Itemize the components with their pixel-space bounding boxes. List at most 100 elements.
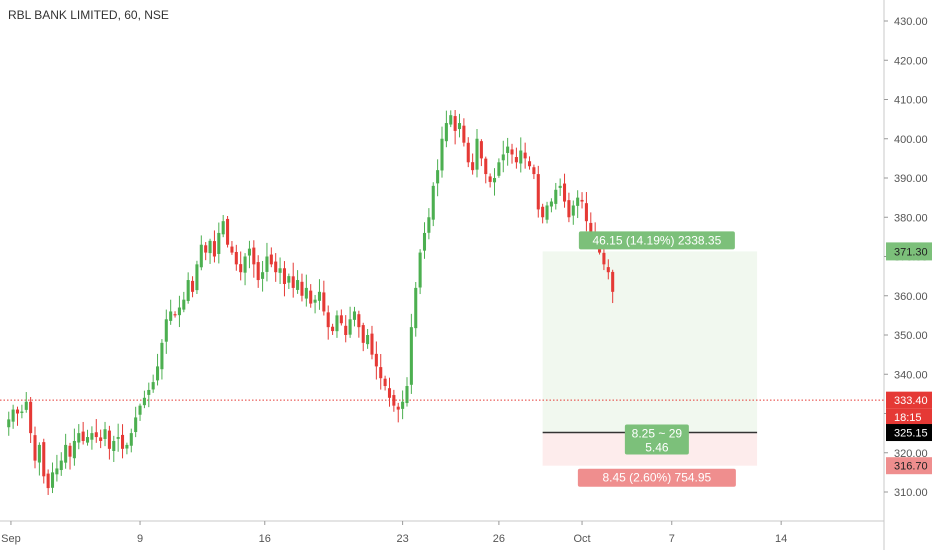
candle-body bbox=[427, 217, 431, 233]
candle-body bbox=[326, 312, 330, 328]
candle-body bbox=[208, 240, 212, 254]
candle-body bbox=[217, 232, 221, 254]
candle-body bbox=[234, 251, 238, 265]
candle-body bbox=[567, 200, 571, 218]
price-tick-label: 430.00 bbox=[894, 16, 928, 28]
candle bbox=[99, 429, 103, 449]
candle-body bbox=[589, 222, 593, 233]
last-price-tag-text: 333.40 bbox=[894, 395, 928, 407]
candle bbox=[42, 438, 46, 484]
candle-body bbox=[90, 433, 94, 440]
candle-body bbox=[331, 326, 335, 332]
candle bbox=[112, 435, 116, 462]
candle-body bbox=[405, 386, 409, 404]
candle-body bbox=[313, 299, 317, 303]
chart-title: RBL BANK LIMITED, 60, NSE bbox=[8, 8, 169, 22]
candle bbox=[208, 238, 212, 264]
candle-body bbox=[366, 335, 370, 345]
candle-body bbox=[55, 468, 59, 475]
candle bbox=[431, 182, 435, 227]
candle bbox=[169, 299, 173, 325]
candle bbox=[418, 249, 422, 295]
candle-body bbox=[221, 221, 225, 235]
candle bbox=[177, 295, 181, 328]
candle-body bbox=[296, 280, 300, 290]
candle-body bbox=[453, 116, 457, 131]
candle bbox=[475, 129, 479, 178]
time-tick-label: 26 bbox=[493, 533, 505, 545]
candle-body bbox=[580, 199, 584, 202]
candle-body bbox=[317, 291, 321, 301]
candle bbox=[29, 397, 33, 443]
target-price-tag-bg bbox=[886, 242, 932, 261]
candle-body bbox=[243, 256, 247, 273]
candle-body bbox=[112, 440, 116, 451]
candle-body bbox=[492, 178, 497, 183]
candle-body bbox=[484, 158, 488, 175]
candle bbox=[33, 426, 37, 469]
candle-body bbox=[352, 311, 357, 320]
candle bbox=[361, 322, 365, 352]
target-zone bbox=[542, 251, 758, 433]
candle bbox=[68, 442, 72, 470]
candle-body bbox=[164, 319, 168, 342]
candle-body bbox=[602, 252, 606, 265]
candle-body bbox=[514, 157, 518, 163]
candle bbox=[370, 325, 374, 360]
candle-body bbox=[501, 154, 505, 161]
candle bbox=[116, 423, 120, 452]
entry-price-tag-bg bbox=[886, 424, 932, 442]
countdown-tag-bg bbox=[886, 408, 932, 426]
candle bbox=[221, 214, 225, 238]
candle bbox=[77, 424, 81, 450]
price-tick-label: 320.00 bbox=[894, 448, 928, 460]
candle-body bbox=[147, 389, 151, 395]
candle-body bbox=[497, 162, 501, 176]
candle bbox=[269, 247, 273, 268]
candle bbox=[422, 222, 427, 259]
candle-body bbox=[409, 327, 413, 385]
candle-body bbox=[449, 115, 453, 125]
candle bbox=[501, 140, 505, 173]
candle-body bbox=[383, 378, 387, 387]
candle-body bbox=[545, 205, 549, 220]
candle-body bbox=[370, 333, 374, 355]
candle bbox=[20, 404, 24, 419]
candle bbox=[536, 165, 540, 218]
candle-body bbox=[204, 245, 208, 253]
candle bbox=[103, 421, 107, 447]
candle-body bbox=[387, 388, 392, 398]
price-tick-label: 410.00 bbox=[894, 95, 928, 107]
candle-body bbox=[558, 185, 562, 188]
mid-label-bg bbox=[624, 424, 689, 455]
candle bbox=[392, 389, 396, 412]
candle bbox=[427, 208, 431, 240]
entry-price-tag: 325.15 bbox=[886, 424, 932, 442]
candle-body bbox=[523, 152, 527, 159]
candle bbox=[282, 261, 286, 297]
candle-body bbox=[29, 401, 33, 434]
candle bbox=[138, 403, 142, 421]
price-tick-label: 390.00 bbox=[894, 173, 928, 185]
candle-body bbox=[256, 262, 260, 281]
candle-body bbox=[230, 246, 234, 253]
candle bbox=[94, 419, 98, 443]
candle bbox=[606, 259, 610, 280]
candle-body bbox=[379, 367, 383, 379]
candle bbox=[212, 230, 216, 263]
price-tick-label: 360.00 bbox=[894, 291, 928, 303]
candle-body bbox=[278, 268, 282, 273]
candle bbox=[164, 309, 168, 354]
candle-body bbox=[322, 292, 326, 312]
candle-body bbox=[269, 254, 273, 265]
candle bbox=[304, 274, 308, 307]
candle-body bbox=[186, 280, 190, 301]
last-price-tag-bg bbox=[886, 391, 932, 409]
candle-body bbox=[121, 434, 125, 449]
candle bbox=[55, 454, 59, 482]
candle-body bbox=[64, 444, 68, 463]
mid-label: 8.25 ~ 295.46 bbox=[624, 424, 689, 455]
candle-body bbox=[50, 472, 55, 488]
